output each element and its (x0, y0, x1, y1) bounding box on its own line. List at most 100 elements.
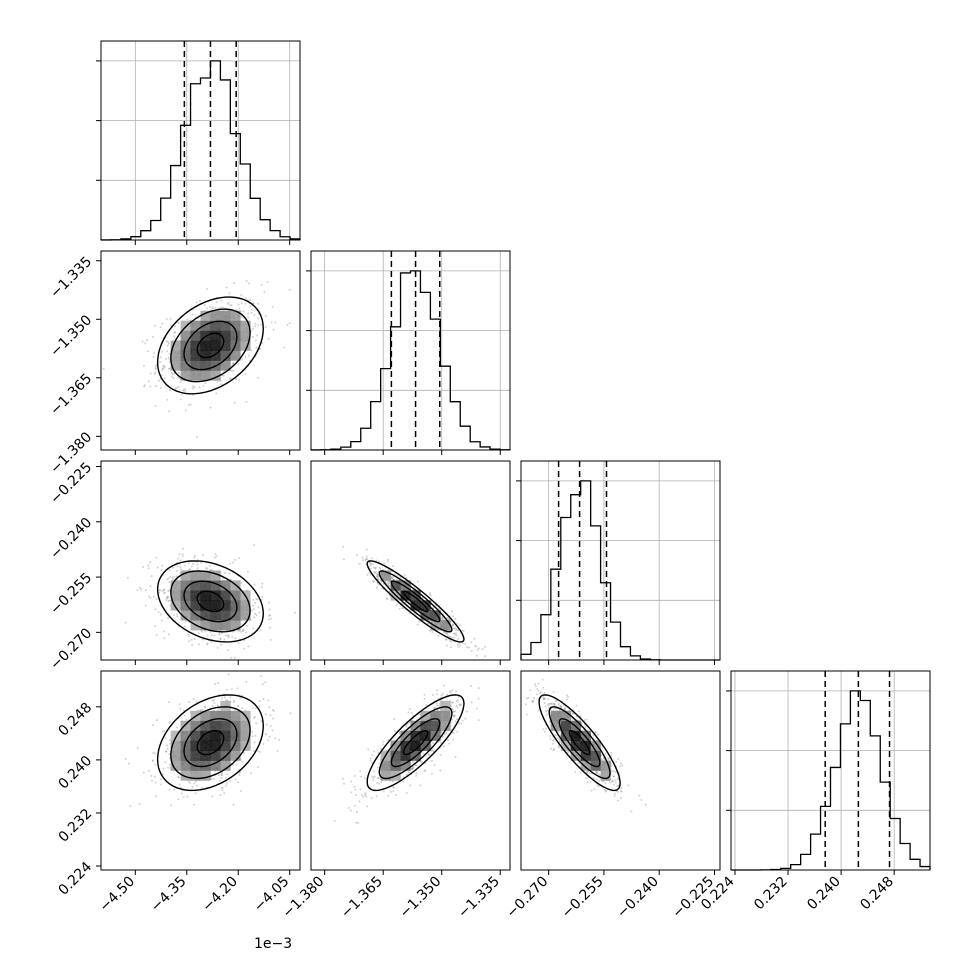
scatter-point (457, 629, 460, 632)
scatter-point (427, 753, 430, 756)
scatter-point (445, 632, 448, 635)
scatter-point (584, 725, 587, 728)
scatter-point (165, 340, 168, 343)
scatter-point (571, 718, 574, 721)
scatter-point (255, 346, 258, 349)
scatter-point (193, 556, 196, 559)
scatter-point (228, 572, 231, 575)
x-tick-label: −0.270 (504, 874, 552, 922)
scatter-point (218, 631, 221, 634)
scatter-point (408, 708, 411, 711)
scatter-point (247, 354, 250, 357)
scatter-point (159, 361, 162, 364)
contour-line (183, 580, 238, 623)
density-cell (220, 730, 231, 741)
scatter-point (364, 777, 367, 780)
scatter-point (461, 642, 464, 645)
scatter-point (162, 767, 165, 770)
scatter-point (369, 757, 372, 760)
scatter-point (124, 757, 127, 760)
scatter-point (171, 576, 174, 579)
scatter-point (545, 713, 548, 716)
scatter-point (191, 313, 194, 316)
scatter-point (167, 595, 170, 598)
scatter-point (412, 767, 415, 770)
scatter-point (182, 795, 185, 798)
contour-line (366, 694, 465, 792)
scatter-point (177, 798, 180, 801)
density-cell (560, 720, 572, 731)
scatter-point (161, 367, 164, 370)
scatter-point (567, 750, 570, 753)
scatter-point (211, 305, 214, 308)
scatter-point (246, 570, 249, 573)
scatter-point (477, 687, 480, 690)
scatter-point (244, 373, 247, 376)
scatter-point (585, 718, 588, 721)
scatter-point (375, 795, 378, 798)
scatter-point (221, 771, 224, 774)
scatter-point (176, 376, 179, 379)
scatter-point (154, 763, 157, 766)
scatter-point (452, 732, 455, 735)
scatter-point (378, 762, 381, 765)
scatter-point (392, 790, 395, 793)
scatter-point (378, 776, 381, 779)
scatter-point (202, 384, 205, 387)
scatter-point (455, 718, 458, 721)
scatter-point (174, 325, 177, 328)
scatter-point (252, 302, 255, 305)
scatter-point (136, 589, 139, 592)
scatter-point (542, 686, 545, 689)
scatter-point (453, 626, 456, 629)
scatter-point (457, 642, 460, 645)
scatter-point (412, 761, 415, 764)
contour-line (196, 332, 225, 359)
scatter-point (365, 548, 368, 551)
density-cell (190, 610, 201, 621)
scatter-point (439, 741, 442, 744)
scatter-point (129, 805, 132, 808)
scatter-point (174, 387, 177, 390)
scatter-point (204, 381, 207, 384)
scatter-point (554, 734, 557, 737)
scatter-point (213, 634, 216, 637)
scatter-point (167, 356, 170, 359)
scatter-point (589, 780, 592, 783)
scatter-point (271, 305, 274, 308)
scatter-point (369, 562, 372, 565)
density-cell (210, 320, 221, 331)
density-cell (210, 610, 221, 621)
scatter-point (250, 329, 253, 332)
scatter-point (171, 373, 174, 376)
scatter-point (264, 733, 267, 736)
scatter-point (373, 570, 376, 573)
scatter-point (620, 762, 623, 765)
scatter-point (616, 777, 619, 780)
scatter-point (368, 561, 371, 564)
scatter-point (258, 700, 261, 703)
scatter-point (361, 559, 364, 562)
scatter-point (261, 341, 264, 344)
density-cell (190, 340, 201, 351)
scatter-point (609, 781, 612, 784)
x-tick-label: −1.350 (397, 874, 445, 922)
histogram-step-3 (731, 690, 931, 871)
scatter-point (374, 566, 377, 569)
scatter-point (152, 751, 155, 754)
density-cell (170, 600, 181, 611)
scatter-point (372, 580, 375, 583)
density-cell (170, 580, 181, 591)
scatter-point (238, 557, 241, 560)
scatter-point (149, 585, 152, 588)
scatter-point (619, 765, 622, 768)
scatter-point (451, 707, 454, 710)
scatter-point (167, 633, 170, 636)
scatter-point (159, 326, 162, 329)
scatter-point (366, 558, 369, 561)
panel-frame-3-2 (520, 670, 721, 871)
scatter-point (166, 350, 169, 353)
density-cell (210, 710, 221, 722)
scatter-point (155, 556, 158, 559)
histogram-step-0 (100, 60, 301, 241)
